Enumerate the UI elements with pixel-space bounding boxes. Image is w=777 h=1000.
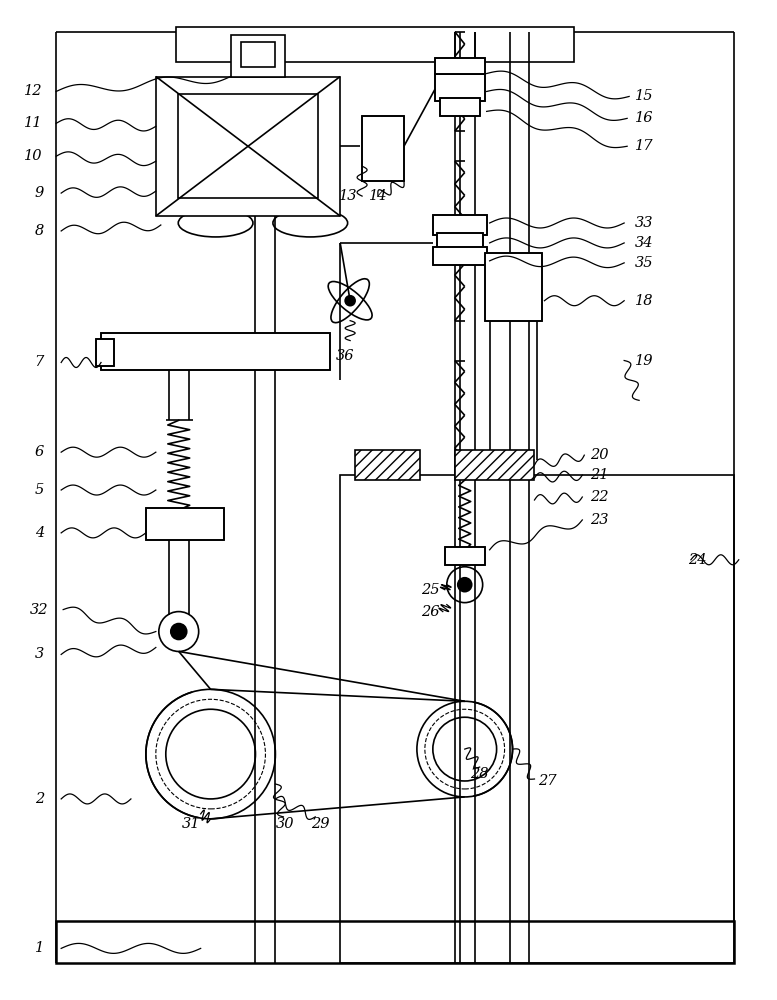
Bar <box>146 508 224 540</box>
Text: 24: 24 <box>688 553 706 567</box>
Text: 9: 9 <box>35 186 44 200</box>
Bar <box>435 58 485 74</box>
Text: 19: 19 <box>635 354 653 368</box>
Bar <box>146 508 224 540</box>
Text: 25: 25 <box>420 583 439 597</box>
Bar <box>444 547 485 565</box>
Bar <box>241 42 275 67</box>
Bar <box>485 253 542 321</box>
Text: 18: 18 <box>635 294 653 308</box>
Circle shape <box>458 578 472 592</box>
Bar <box>362 116 404 181</box>
Circle shape <box>171 624 186 639</box>
Text: 13: 13 <box>339 189 357 203</box>
Bar <box>96 339 114 366</box>
Text: 21: 21 <box>590 468 608 482</box>
Text: 20: 20 <box>590 448 608 462</box>
Text: 33: 33 <box>635 216 653 230</box>
Text: 29: 29 <box>311 817 329 831</box>
Text: 22: 22 <box>590 490 608 504</box>
Text: 6: 6 <box>35 445 44 459</box>
Text: 7: 7 <box>35 355 44 369</box>
Circle shape <box>345 296 355 306</box>
Text: 26: 26 <box>420 605 439 619</box>
Bar <box>56 921 733 963</box>
Text: 35: 35 <box>635 256 653 270</box>
Bar <box>362 116 404 181</box>
Text: 3: 3 <box>35 647 44 661</box>
Bar <box>433 215 486 235</box>
Bar <box>178 94 319 198</box>
Text: 5: 5 <box>35 483 44 497</box>
Text: 36: 36 <box>336 349 354 363</box>
Bar <box>156 77 340 216</box>
Text: 30: 30 <box>276 817 294 831</box>
Bar <box>96 339 114 366</box>
Bar <box>101 333 330 370</box>
Bar <box>437 233 483 249</box>
Text: 27: 27 <box>538 774 556 788</box>
Bar <box>440 98 479 116</box>
Text: 28: 28 <box>470 767 489 781</box>
Text: 10: 10 <box>24 149 43 163</box>
Text: 34: 34 <box>635 236 653 250</box>
Text: 12: 12 <box>24 84 43 98</box>
Text: 11: 11 <box>24 116 43 130</box>
Text: 14: 14 <box>369 189 387 203</box>
Text: 31: 31 <box>182 817 200 831</box>
Bar <box>101 333 330 370</box>
Bar <box>176 27 574 62</box>
Bar <box>444 547 485 565</box>
Text: 1: 1 <box>35 941 44 955</box>
Text: 15: 15 <box>635 89 653 103</box>
Bar <box>355 450 420 480</box>
Bar <box>455 450 535 480</box>
Bar <box>340 475 733 963</box>
Text: 23: 23 <box>590 513 608 527</box>
Text: 8: 8 <box>35 224 44 238</box>
Bar <box>231 35 285 77</box>
Bar <box>435 58 485 74</box>
Bar <box>437 233 483 249</box>
Bar <box>485 253 542 321</box>
Bar <box>433 215 486 235</box>
Text: 2: 2 <box>35 792 44 806</box>
Text: 4: 4 <box>35 526 44 540</box>
Bar <box>435 74 485 101</box>
Text: 16: 16 <box>635 111 653 125</box>
Text: 32: 32 <box>30 603 48 617</box>
Bar <box>440 98 479 116</box>
Bar <box>433 247 486 265</box>
Text: 17: 17 <box>635 139 653 153</box>
Bar <box>433 247 486 265</box>
Bar <box>435 74 485 101</box>
